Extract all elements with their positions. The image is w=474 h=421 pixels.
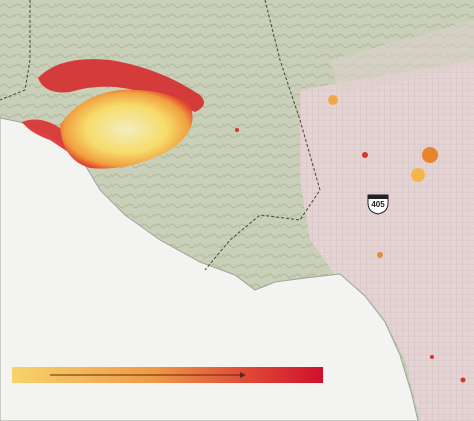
highway-shield: 405 [367, 194, 389, 215]
spot-fire [362, 152, 368, 158]
spot-fire [460, 377, 466, 383]
spot-fire [422, 147, 438, 163]
spot-fire [411, 168, 425, 182]
boundary [204, 0, 321, 271]
spot-fire [328, 95, 338, 105]
urban-area [330, 20, 474, 95]
fire-perimeter [60, 89, 193, 169]
legend-arrow-head [240, 372, 246, 378]
spot-fire [377, 252, 383, 258]
boundary [0, 0, 31, 101]
spot-fire [235, 128, 239, 132]
fire-perimeter [38, 59, 204, 112]
fire-perimeter [22, 119, 80, 160]
spot-fire [430, 355, 434, 359]
shield-label: 405 [371, 200, 385, 209]
